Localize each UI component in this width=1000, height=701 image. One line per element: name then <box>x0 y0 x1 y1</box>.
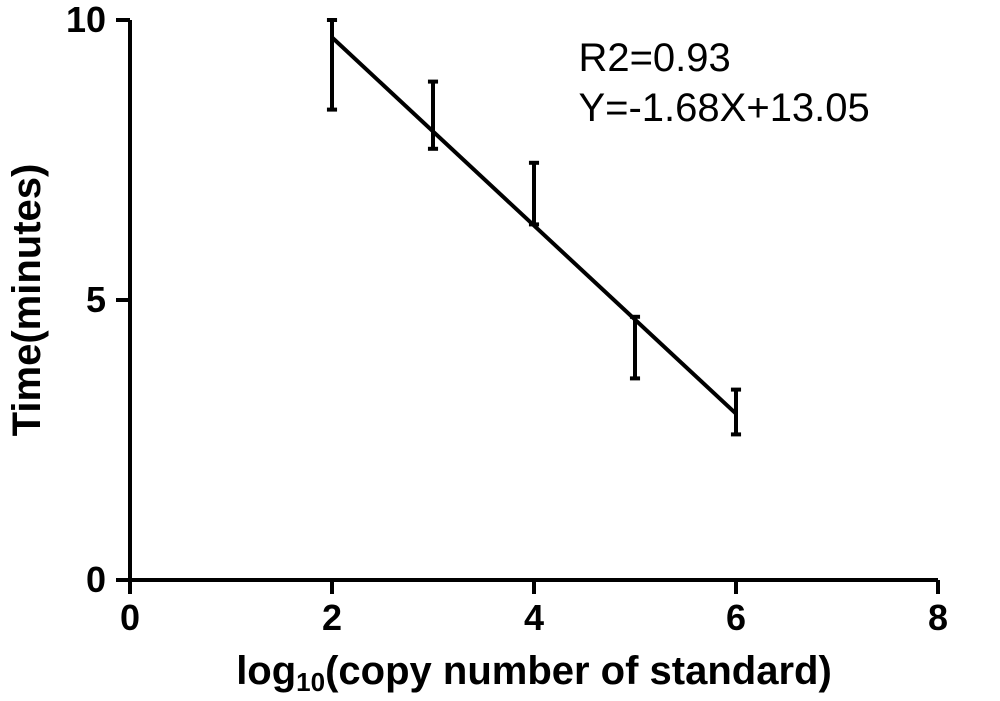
y-tick-label: 5 <box>86 279 106 320</box>
x-tick-label: 0 <box>120 597 140 638</box>
x-tick-label: 8 <box>928 597 948 638</box>
x-tick-label: 4 <box>524 597 544 638</box>
x-tick-label: 6 <box>726 597 746 638</box>
annotation-equation: Y=-1.68X+13.05 <box>578 86 869 130</box>
chart-container: 0 2 4 6 8 0 5 10 R2=0.93 Y=-1.68X+13.05 Time(minut… <box>0 0 1000 701</box>
y-axis-title: Time(minutes) <box>5 164 49 437</box>
y-tick-label: 0 <box>86 559 106 600</box>
y-tick-label: 10 <box>66 0 106 40</box>
x-tick-label: 2 <box>322 597 342 638</box>
chart-svg: 0 2 4 6 8 0 5 10 R2=0.93 Y=-1.68X+13.05 Time(minut… <box>0 0 1000 701</box>
annotation-r2: R2=0.93 <box>578 36 730 80</box>
x-axis-title: log10(copy number of standard) <box>236 649 832 697</box>
